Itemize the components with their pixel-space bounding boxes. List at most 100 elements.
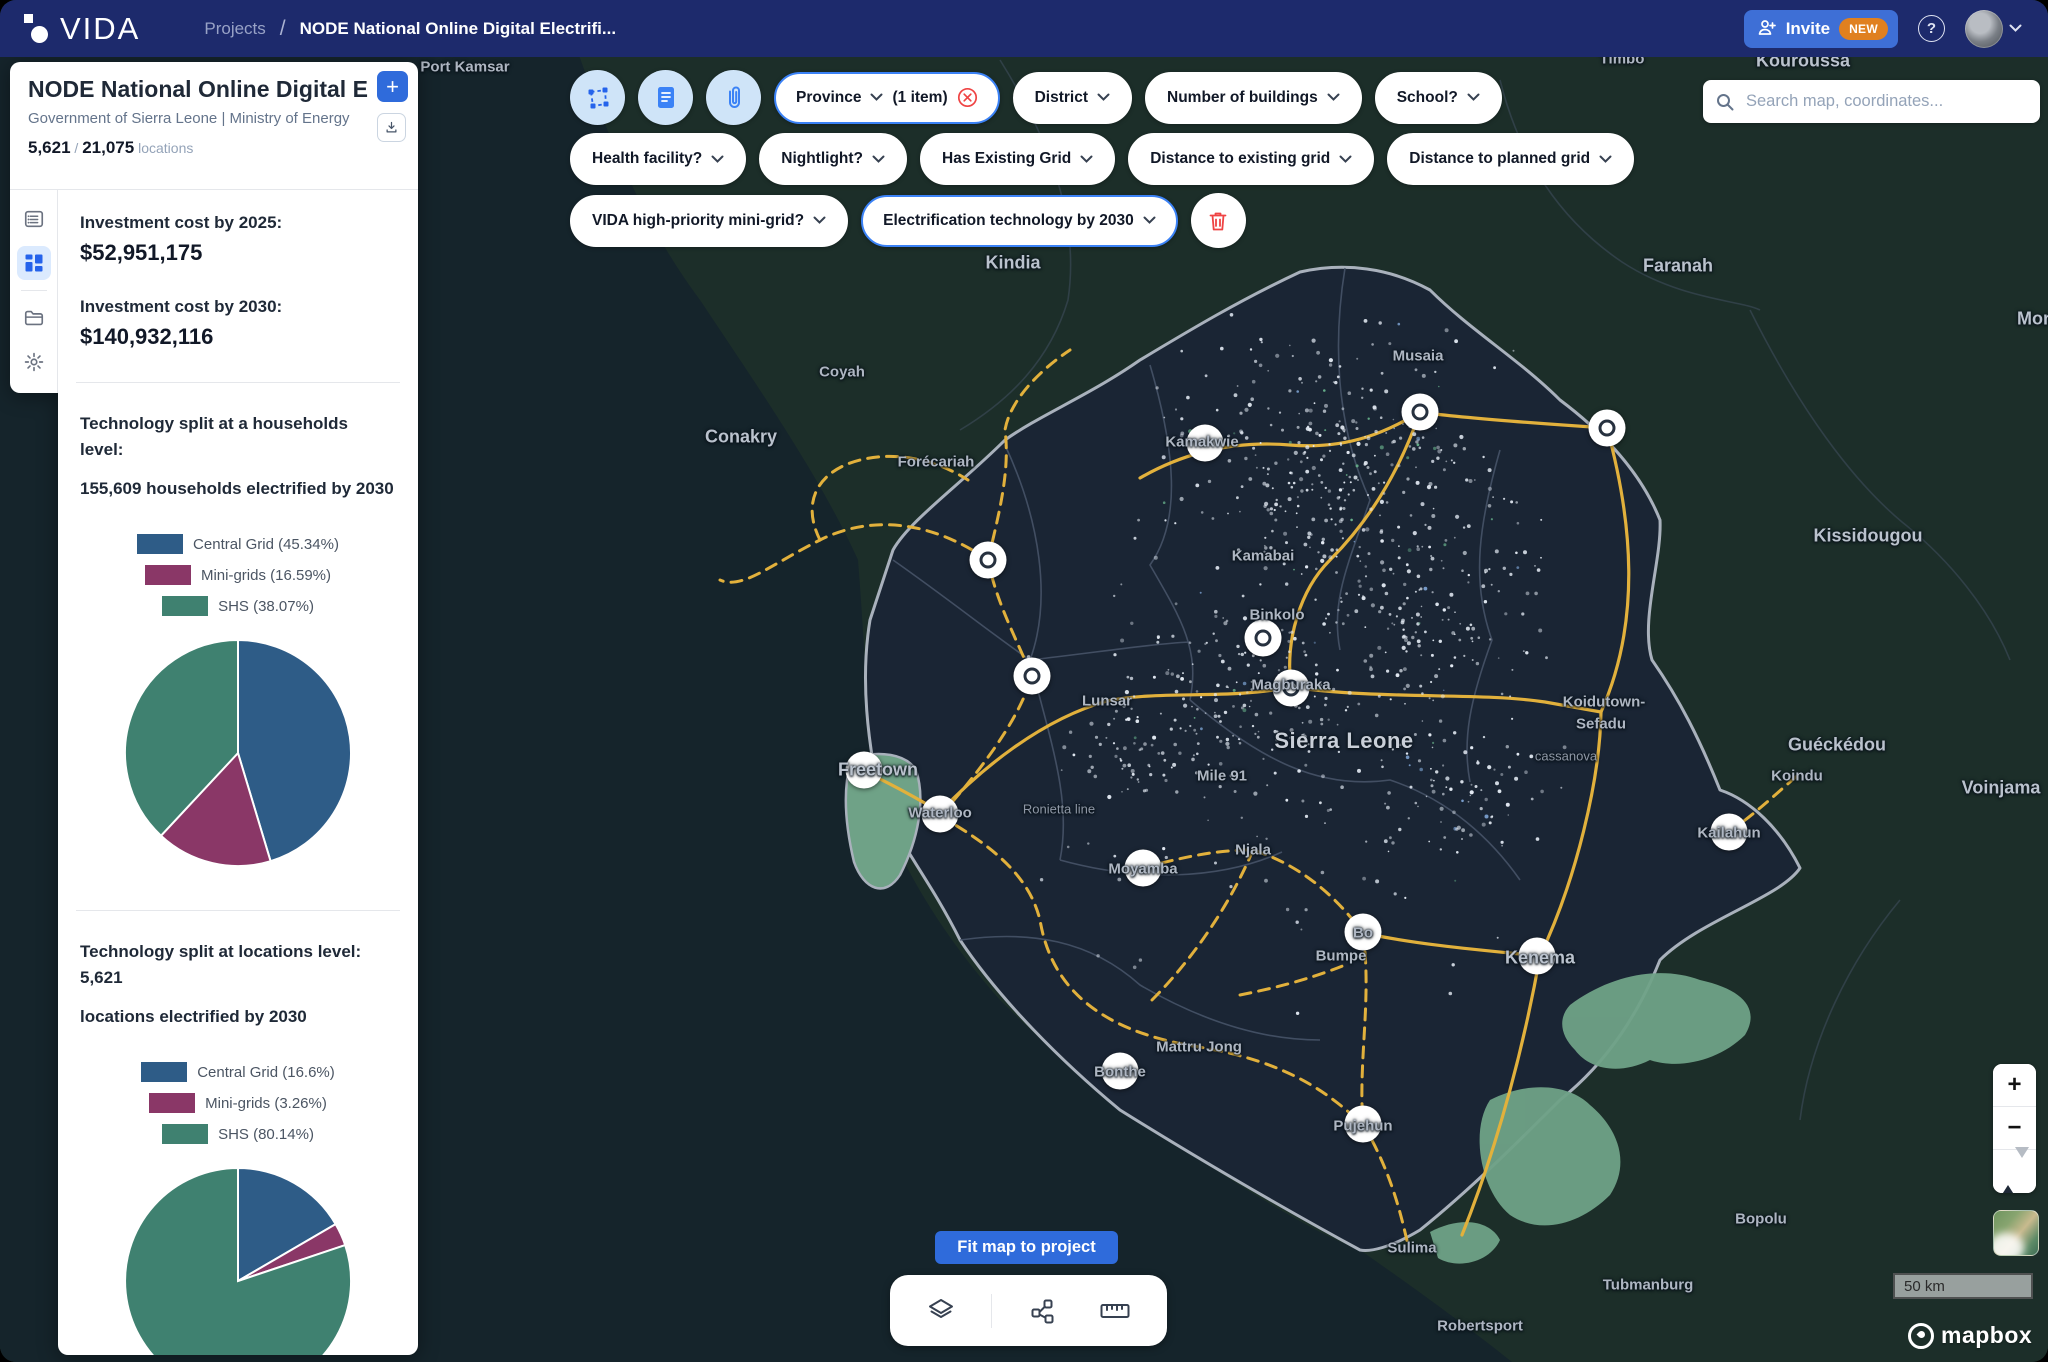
filter-chip-nightlight[interactable]: Nightlight?	[759, 133, 908, 185]
filter-row-2: Health facility? Nightlight? Has Existing …	[570, 133, 1635, 185]
fit-map-button[interactable]: Fit map to project	[935, 1231, 1118, 1264]
filter-chip-number-of-buildings[interactable]: Number of buildings	[1145, 71, 1362, 124]
tools-divider	[991, 1293, 993, 1328]
new-badge: NEW	[1839, 17, 1888, 40]
notes-button[interactable]	[638, 70, 693, 125]
cluster-marker[interactable]	[921, 795, 959, 833]
chip-count: (1 item)	[892, 88, 948, 106]
paperclip-icon	[728, 86, 740, 108]
filter-chip-distance-to-existing-grid[interactable]: Distance to existing grid	[1128, 133, 1375, 185]
project-header: NODE National Online Digital Electrif...…	[10, 62, 418, 190]
locations-chart-section: Technology split at locations level: 5,6…	[80, 939, 396, 1355]
account-menu[interactable]	[1965, 9, 2022, 48]
filter-chip-has-existing-grid[interactable]: Has Existing Grid	[920, 133, 1116, 185]
invite-label: Invite	[1785, 18, 1831, 38]
help-button[interactable]: ?	[1918, 15, 1945, 42]
settings-tab[interactable]	[17, 345, 51, 379]
measure-button[interactable]	[1093, 1292, 1137, 1330]
marker-ring-icon	[1254, 629, 1272, 647]
clear-filters-button[interactable]	[1190, 193, 1246, 248]
chip-label: District	[1034, 88, 1089, 106]
legend-label: Mini-grids (3.26%)	[205, 1094, 327, 1112]
avatar[interactable]	[1965, 9, 2003, 48]
layers-button[interactable]	[920, 1290, 962, 1332]
cluster-marker[interactable]	[1710, 813, 1748, 851]
zoom-out-button[interactable]: −	[1993, 1107, 2036, 1150]
legend-row: SHS (80.14%)	[162, 1124, 314, 1144]
filter-chip-health-facility[interactable]: Health facility?	[570, 133, 747, 185]
clear-filter-icon[interactable]	[957, 87, 978, 108]
green-areas	[1430, 973, 1751, 1264]
cluster-marker[interactable]	[1101, 1052, 1139, 1090]
filter-chip-province[interactable]: Province (1 item)	[774, 71, 1000, 124]
chevron-down-icon	[1080, 155, 1093, 163]
search-icon	[1717, 93, 1734, 110]
invite-button[interactable]: Invite NEW	[1743, 9, 1898, 48]
legend-swatch	[162, 1124, 209, 1144]
panel-icon-rail	[10, 190, 58, 393]
filter-chip-distance-to-planned-grid[interactable]: Distance to planned grid	[1387, 133, 1635, 185]
cluster-marker[interactable]	[1401, 393, 1439, 431]
project-title: NODE National Online Digital Electrif...	[28, 76, 368, 102]
chevron-down-icon	[2009, 24, 2022, 32]
dashboard-content: Investment cost by 2025: $52,951,175 Inves…	[58, 190, 418, 1355]
summary-list-tab[interactable]	[17, 202, 51, 236]
legend-label: Central Grid (45.34%)	[193, 535, 339, 553]
cluster-marker[interactable]	[969, 541, 1007, 579]
search-input[interactable]	[1744, 91, 2028, 112]
investment-value: $52,951,175	[80, 240, 203, 265]
investment-section: Investment cost by 2025: $52,951,175 Inves…	[80, 210, 396, 354]
filter-chip-school[interactable]: School?	[1374, 71, 1502, 124]
files-tab[interactable]	[17, 301, 51, 335]
chip-label: Number of buildings	[1167, 88, 1318, 106]
share-button[interactable]	[1022, 1290, 1064, 1332]
filter-chip-vida-high-priority-mini-grid[interactable]: VIDA high-priority mini-grid?	[570, 194, 849, 247]
settlement-dots	[1019, 313, 1567, 1015]
marker-ring-icon	[1411, 403, 1429, 421]
legend-swatch	[137, 534, 184, 554]
cluster-marker[interactable]	[1518, 937, 1556, 975]
breadcrumb-projects[interactable]: Projects	[204, 18, 266, 38]
draw-polygon-button[interactable]	[570, 70, 625, 125]
attachments-button[interactable]	[706, 70, 761, 125]
ruler-icon	[1100, 1303, 1130, 1318]
compass-button[interactable]	[1993, 1146, 2036, 1193]
trash-icon	[1209, 212, 1227, 230]
investment-item: Investment cost by 2025: $52,951,175	[80, 210, 396, 270]
folder-icon	[24, 310, 43, 326]
cluster-marker[interactable]	[1272, 669, 1310, 707]
download-button[interactable]	[377, 113, 406, 142]
cluster-marker[interactable]	[1244, 619, 1282, 657]
project-owner: Government of Sierra Leone | Ministry of…	[28, 110, 350, 127]
add-button[interactable]: +	[377, 71, 408, 102]
cluster-marker[interactable]	[1013, 657, 1051, 695]
basemap-switcher[interactable]	[1993, 1210, 2039, 1256]
cluster-marker[interactable]	[845, 751, 883, 789]
document-icon	[657, 86, 674, 108]
chip-label: Electrification technology by 2030	[883, 211, 1134, 229]
legend-row: Mini-grids (3.26%)	[149, 1093, 327, 1113]
filter-chip-electrification-technology-by-2030[interactable]: Electrification technology by 2030	[861, 194, 1178, 247]
legend-label: SHS (38.07%)	[218, 597, 314, 615]
chip-label: Distance to existing grid	[1150, 150, 1331, 167]
filter-chip-district[interactable]: District	[1012, 71, 1133, 124]
cluster-marker[interactable]	[1344, 913, 1382, 951]
zoom-in-button[interactable]: +	[1993, 1064, 2036, 1107]
locations-current: 5,621	[28, 138, 71, 157]
filter-row-3: VIDA high-priority mini-grid? Electrifica…	[570, 194, 1178, 247]
legend-swatch	[149, 1093, 196, 1113]
cluster-marker[interactable]	[1186, 424, 1224, 462]
dashboard-tab[interactable]	[16, 246, 51, 280]
mapbox-attribution[interactable]: mapbox	[1908, 1322, 2032, 1349]
cluster-marker[interactable]	[1344, 1105, 1382, 1143]
cluster-marker[interactable]	[1124, 849, 1162, 887]
vida-logo[interactable]: VIDA	[22, 11, 140, 47]
vida-logo-text: VIDA	[60, 10, 141, 46]
chevron-down-icon	[813, 216, 826, 224]
chevron-down-icon	[711, 155, 724, 163]
legend-label: SHS (80.14%)	[218, 1125, 314, 1143]
chevron-down-icon	[1599, 155, 1612, 163]
marker-ring-icon	[979, 551, 997, 569]
cluster-marker[interactable]	[1588, 409, 1626, 447]
layers-icon	[928, 1298, 953, 1318]
